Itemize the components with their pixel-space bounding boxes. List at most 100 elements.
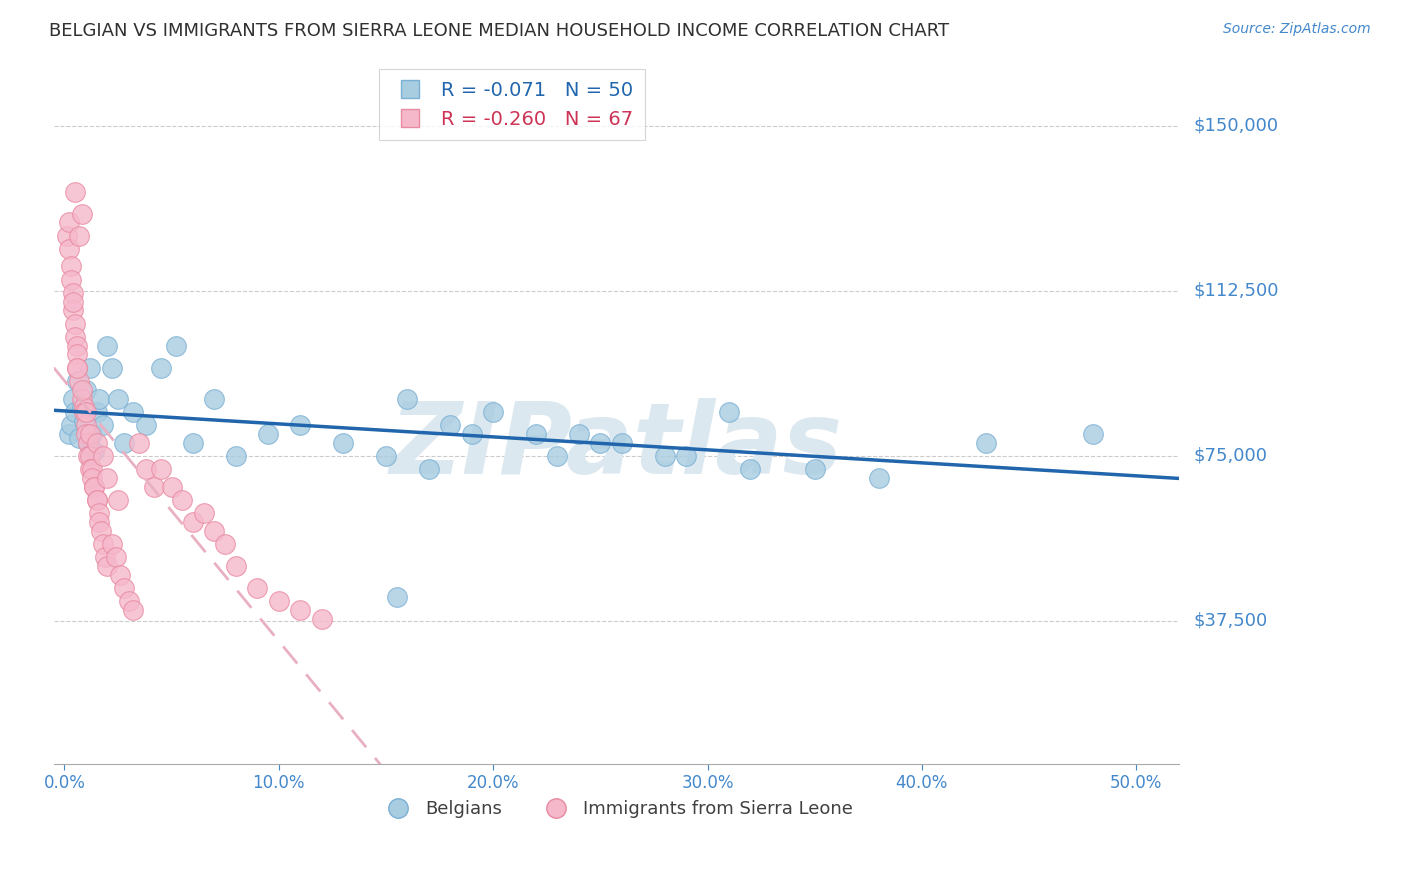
Point <box>90 524 112 538</box>
Point <box>107 492 129 507</box>
Point <box>104 549 127 564</box>
Point <box>86 405 108 419</box>
Point <box>568 426 591 441</box>
Point <box>82 462 104 476</box>
Point <box>66 360 89 375</box>
Point <box>112 581 135 595</box>
Point <box>83 479 105 493</box>
Point <box>128 435 150 450</box>
Point <box>143 479 166 493</box>
Point <box>803 462 825 476</box>
Legend: Belgians, Immigrants from Sierra Leone: Belgians, Immigrants from Sierra Leone <box>373 793 860 825</box>
Point <box>66 374 89 388</box>
Point <box>439 417 461 432</box>
Point <box>740 462 762 476</box>
Point <box>79 360 101 375</box>
Point <box>58 215 80 229</box>
Text: ZIPatlas: ZIPatlas <box>389 399 844 495</box>
Point <box>70 383 93 397</box>
Point <box>149 462 172 476</box>
Point <box>82 471 104 485</box>
Point <box>460 426 482 441</box>
Point <box>59 273 82 287</box>
Point <box>112 435 135 450</box>
Point <box>546 449 568 463</box>
Point <box>77 435 100 450</box>
Point <box>62 303 84 318</box>
Point <box>214 537 236 551</box>
Point <box>70 207 93 221</box>
Point <box>62 294 84 309</box>
Point <box>94 549 117 564</box>
Point <box>160 479 183 493</box>
Point <box>91 537 114 551</box>
Point <box>122 603 145 617</box>
Point <box>290 603 312 617</box>
Point <box>75 405 97 419</box>
Point <box>87 506 110 520</box>
Point <box>96 558 118 573</box>
Point <box>135 462 157 476</box>
Point <box>75 417 97 432</box>
Point <box>100 537 122 551</box>
Point <box>83 444 105 458</box>
Point <box>332 435 354 450</box>
Point <box>83 479 105 493</box>
Point <box>868 471 890 485</box>
Point <box>87 392 110 406</box>
Point <box>418 462 440 476</box>
Point <box>59 417 82 432</box>
Point <box>91 449 114 463</box>
Point <box>70 392 93 406</box>
Point <box>67 431 90 445</box>
Text: $150,000: $150,000 <box>1194 117 1278 135</box>
Point <box>589 435 612 450</box>
Point <box>181 515 204 529</box>
Point <box>70 401 93 415</box>
Point <box>63 330 86 344</box>
Point <box>717 405 740 419</box>
Point <box>75 426 97 441</box>
Text: Source: ZipAtlas.com: Source: ZipAtlas.com <box>1223 22 1371 37</box>
Point <box>67 228 90 243</box>
Point <box>75 383 97 397</box>
Text: $112,500: $112,500 <box>1194 282 1278 300</box>
Point <box>87 515 110 529</box>
Point <box>193 506 215 520</box>
Point <box>79 426 101 441</box>
Point <box>63 185 86 199</box>
Point <box>122 405 145 419</box>
Point <box>375 449 398 463</box>
Point <box>172 492 194 507</box>
Text: BELGIAN VS IMMIGRANTS FROM SIERRA LEONE MEDIAN HOUSEHOLD INCOME CORRELATION CHAR: BELGIAN VS IMMIGRANTS FROM SIERRA LEONE … <box>49 22 949 40</box>
Point <box>290 417 312 432</box>
Point <box>181 435 204 450</box>
Point <box>82 426 104 441</box>
Point <box>610 435 633 450</box>
Point <box>311 611 333 625</box>
Point <box>59 260 82 274</box>
Point <box>66 339 89 353</box>
Point <box>62 285 84 300</box>
Point <box>482 405 505 419</box>
Point <box>96 339 118 353</box>
Point <box>225 449 247 463</box>
Point <box>246 581 269 595</box>
Point <box>79 462 101 476</box>
Point <box>100 360 122 375</box>
Point <box>107 392 129 406</box>
Point <box>267 594 290 608</box>
Point <box>58 242 80 256</box>
Text: $37,500: $37,500 <box>1194 612 1267 630</box>
Point <box>204 392 226 406</box>
Point <box>79 449 101 463</box>
Point <box>58 426 80 441</box>
Point <box>96 471 118 485</box>
Point <box>66 360 89 375</box>
Point <box>385 590 408 604</box>
Point <box>63 405 86 419</box>
Point <box>1083 426 1105 441</box>
Point <box>135 417 157 432</box>
Point <box>77 449 100 463</box>
Point <box>67 374 90 388</box>
